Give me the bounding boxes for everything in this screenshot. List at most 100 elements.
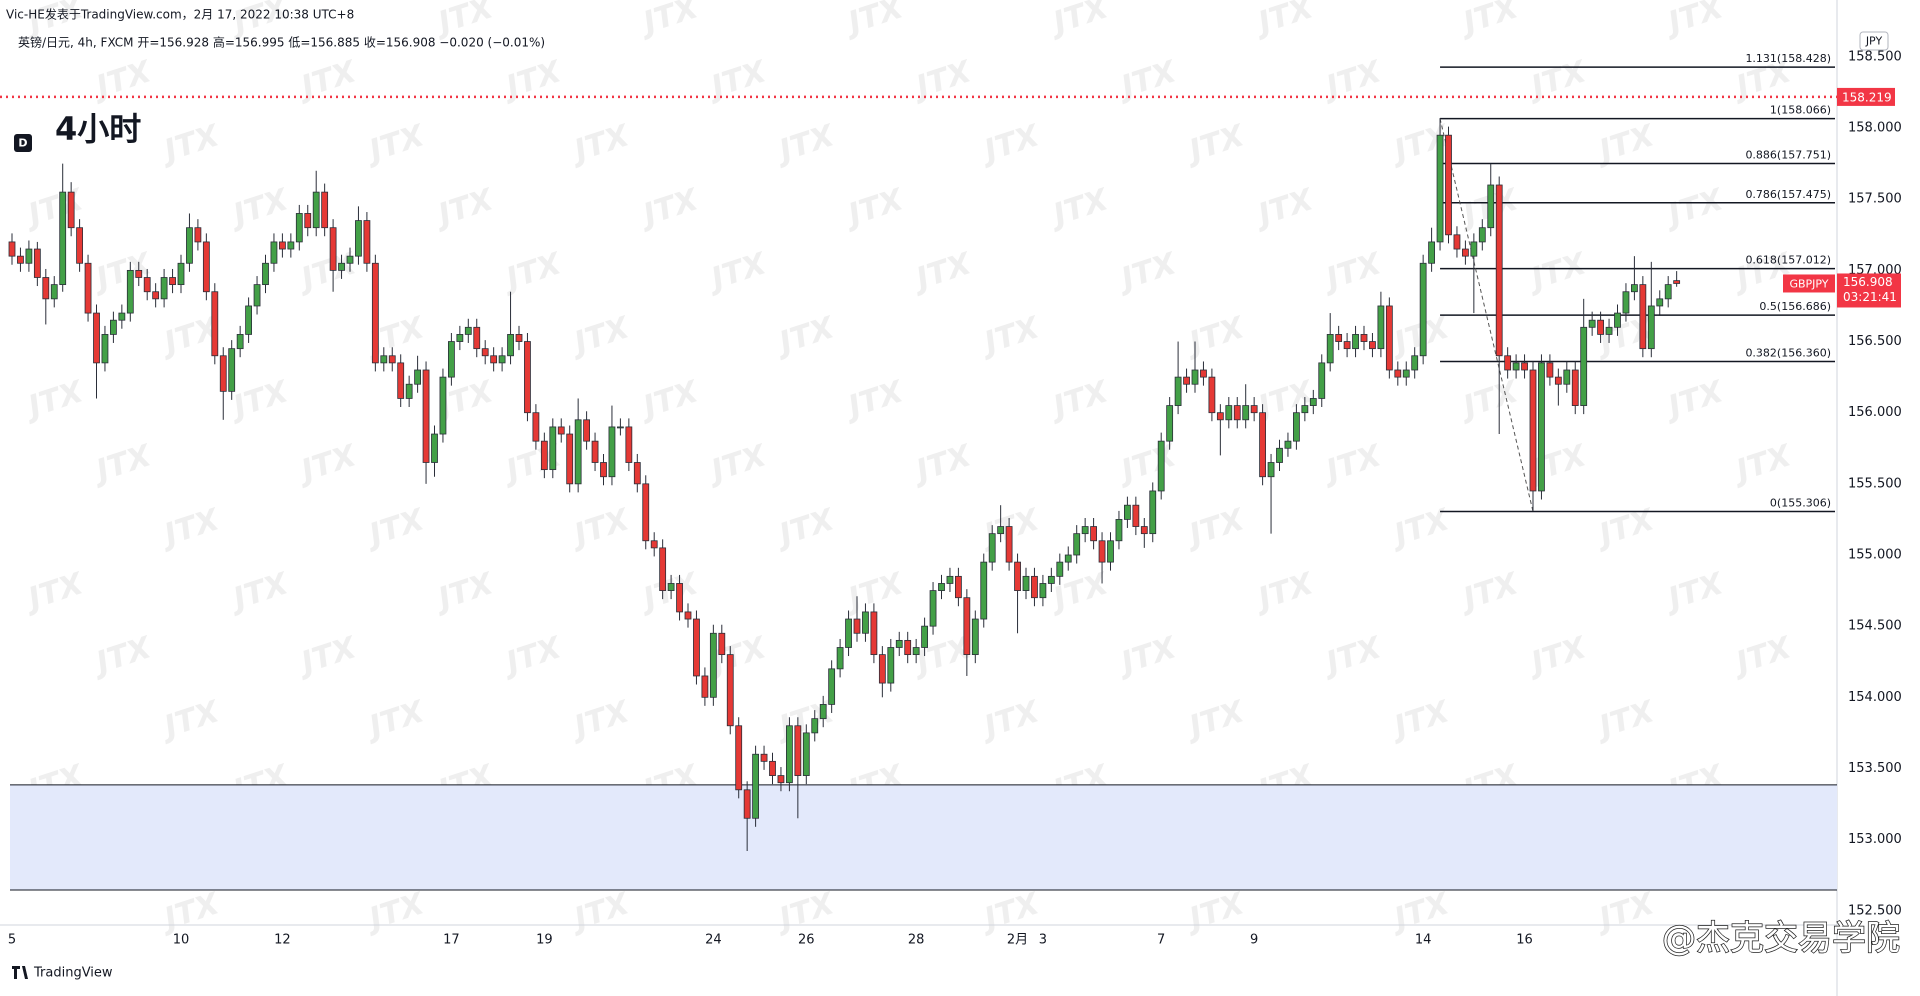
x-tick-label: 12: [274, 933, 291, 948]
watermark: JTX: [1181, 310, 1250, 362]
watermark: JTX: [635, 566, 704, 618]
candle-body: [397, 362, 405, 399]
watermark: JTX: [361, 886, 430, 938]
candle-body: [1166, 405, 1174, 442]
watermark: JTX: [566, 502, 635, 554]
candle-body: [447, 341, 455, 378]
candle-body: [295, 213, 303, 243]
candle-body: [202, 241, 210, 293]
candle-body: [709, 632, 717, 698]
candle-body: [42, 277, 50, 300]
watermark: JTX: [1386, 886, 1455, 938]
candle-body: [135, 269, 143, 278]
candle-body: [1115, 519, 1123, 542]
x-tick-label: 28: [908, 933, 925, 948]
watermark: JTX: [771, 886, 840, 938]
candle-body: [1462, 248, 1469, 257]
watermark: JTX: [1113, 54, 1182, 106]
candle-body: [236, 334, 244, 350]
candle-body: [862, 611, 869, 634]
alert-label-box: [1837, 87, 1895, 106]
watermark: JTX: [1728, 438, 1797, 490]
watermark: JTX: [225, 182, 294, 234]
y-tick-label: 157.500: [1848, 192, 1902, 207]
watermark: JTX: [976, 694, 1045, 746]
candle-body: [1377, 305, 1385, 350]
watermark: JTX: [156, 502, 225, 554]
candle-body: [1183, 376, 1190, 385]
candle-body: [1546, 362, 1554, 378]
candle-body: [50, 284, 58, 300]
watermark: JTX: [1250, 566, 1319, 618]
candle-body: [1529, 369, 1537, 492]
candle-body: [1394, 369, 1402, 378]
x-tick-label: 7: [1157, 933, 1165, 948]
candle-body: [1512, 362, 1520, 371]
candle-body: [312, 191, 320, 229]
candle-body: [684, 611, 692, 620]
candle-body: [194, 227, 202, 243]
fib-label: 0.5(156.686): [1759, 300, 1831, 313]
watermark: JTX: [293, 438, 362, 490]
candle-body: [84, 262, 92, 314]
candle-body: [371, 262, 379, 364]
candle-body: [245, 305, 253, 335]
candle-body: [278, 241, 286, 250]
candle-body: [262, 262, 269, 286]
candle-body: [912, 647, 920, 656]
currency: JPY: [1865, 35, 1883, 48]
watermark: JTX: [498, 54, 567, 106]
watermark: JTX: [88, 438, 157, 490]
candle-body: [971, 618, 979, 656]
y-tick-label: 156.000: [1848, 405, 1902, 420]
watermark: JTX: [635, 374, 704, 426]
candle-body: [177, 262, 185, 286]
x-tick-label: 3: [1039, 933, 1047, 948]
candle-body: [169, 277, 176, 286]
candle-body: [1411, 355, 1419, 371]
y-tick-label: 155.000: [1848, 548, 1902, 563]
candle-body: [228, 348, 236, 392]
candle-body: [1343, 341, 1351, 350]
candle-body: [633, 462, 641, 485]
watermark: JTX: [771, 502, 840, 554]
watermark: JTX: [703, 246, 772, 298]
watermark: JTX: [1181, 502, 1250, 554]
candle-body: [1385, 305, 1393, 371]
fib-label: 1(158.066): [1770, 104, 1831, 117]
candle-body: [743, 789, 751, 819]
x-tick-label: 26: [798, 933, 815, 948]
candle-body: [1614, 312, 1621, 328]
x-tick-label: 16: [1516, 933, 1533, 948]
candle-body: [76, 227, 83, 264]
watermark: JTX: [361, 118, 430, 170]
watermark: JTX: [293, 246, 362, 298]
candle-body: [946, 575, 954, 584]
candle-body: [59, 191, 67, 286]
candle-body: [887, 647, 895, 684]
y-tick-label: 156.500: [1848, 334, 1902, 349]
watermark: JTX: [1455, 566, 1524, 618]
watermark: JTX: [1045, 566, 1114, 618]
watermark: JTX: [1181, 694, 1250, 746]
watermark: JTX: [771, 118, 840, 170]
candle-body: [1538, 362, 1545, 492]
candle-body: [1073, 533, 1081, 556]
watermark: JTX: [225, 566, 294, 618]
candle-body: [735, 725, 743, 791]
candle-body: [431, 433, 438, 463]
fib-label: 0.886(157.751): [1745, 149, 1831, 162]
candle-body: [988, 533, 996, 563]
candle-body: [143, 277, 151, 293]
candle-body: [659, 547, 667, 591]
watermark: JTX: [1113, 630, 1182, 682]
candle-body: [1293, 412, 1300, 442]
watermark: JTX: [1591, 118, 1660, 170]
candle-body: [1504, 355, 1512, 371]
candle-body: [1478, 227, 1486, 243]
candle-body: [794, 725, 802, 776]
x-tick-label: 17: [443, 933, 460, 948]
watermark: JTX: [840, 374, 909, 426]
candle-body: [1309, 398, 1317, 406]
overlay-watermark: @杰克交易学院: [1662, 919, 1900, 959]
